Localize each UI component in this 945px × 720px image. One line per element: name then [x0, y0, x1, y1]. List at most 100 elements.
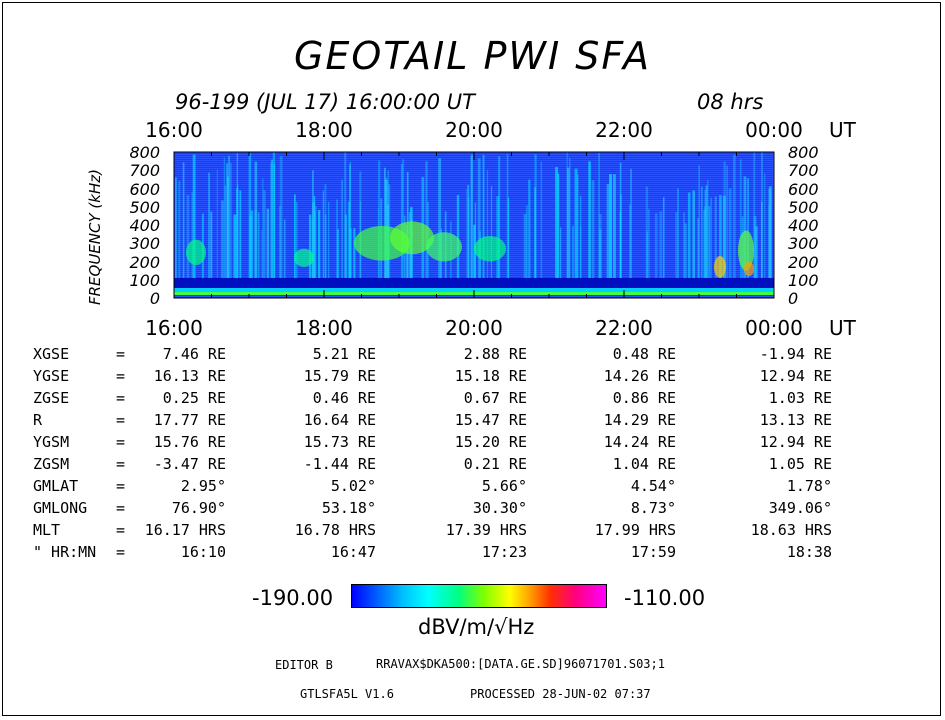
orbit-value-cell: 0.86 RE: [612, 389, 676, 407]
orbit-row-equals: =: [116, 521, 126, 539]
orbit-value-cell: 16.13 RE: [153, 367, 226, 385]
orbit-row-label: YGSE: [33, 367, 70, 385]
orbit-row-equals: =: [116, 345, 126, 363]
orbit-value-cell: 5.66°: [481, 477, 527, 495]
orbit-row-equals: =: [116, 455, 126, 473]
orbit-value-cell: -3.47 RE: [153, 455, 226, 473]
orbit-row-label: R: [33, 411, 43, 429]
right-y-tick-label: 0: [788, 289, 799, 308]
bottom-x-tick-label: 00:00: [745, 316, 803, 340]
orbit-value-cell: 2.95°: [180, 477, 226, 495]
orbit-row-equals: =: [116, 411, 126, 429]
top-x-tick-label: 18:00: [295, 118, 353, 142]
orbit-value-cell: 15.79 RE: [303, 367, 376, 385]
y-axis-label: FREQUENCY (kHz): [86, 169, 104, 305]
orbit-value-cell: 53.18°: [321, 499, 376, 517]
orbit-value-cell: 17:59: [630, 543, 676, 561]
bottom-ut-label: UT: [829, 316, 856, 340]
orbit-value-cell: 1.78°: [786, 477, 832, 495]
orbit-value-cell: -1.44 RE: [303, 455, 376, 473]
orbit-row-label: GMLAT: [33, 477, 79, 495]
orbit-value-cell: 16.17 HRS: [144, 521, 226, 539]
orbit-value-cell: 76.90°: [171, 499, 226, 517]
orbit-row-equals: =: [116, 367, 126, 385]
right-y-tick-label: 300: [788, 234, 819, 254]
orbit-value-cell: 13.13 RE: [759, 411, 832, 429]
orbit-value-cell: 0.21 RE: [463, 455, 527, 473]
editor-label: EDITOR B: [275, 658, 333, 672]
orbit-value-cell: 1.05 RE: [768, 455, 832, 473]
processed-date: PROCESSED 28-JUN-02 07:37: [470, 687, 651, 701]
bottom-x-tick-label: 18:00: [295, 316, 353, 340]
orbit-value-cell: 12.94 RE: [759, 367, 832, 385]
left-y-tick-label: 100: [129, 270, 160, 290]
orbit-value-cell: 8.73°: [630, 499, 676, 517]
orbit-value-cell: 17.39 HRS: [445, 521, 527, 539]
orbit-value-cell: -1.94 RE: [759, 345, 832, 363]
left-y-tick-label: 600: [129, 179, 160, 199]
right-y-tick-label: 200: [788, 252, 819, 272]
data-path: RRAVAX$DKA500:[DATA.GE.SD]96071701.S03;1: [376, 657, 665, 671]
top-x-tick-label: 20:00: [445, 118, 503, 142]
orbit-value-cell: 17.77 RE: [153, 411, 226, 429]
top-x-tick-label: 16:00: [145, 118, 203, 142]
orbit-value-cell: 16.64 RE: [303, 411, 376, 429]
orbit-row-label: YGSM: [33, 433, 70, 451]
orbit-value-cell: 16:10: [180, 543, 226, 561]
left-y-tick-label: 800: [129, 143, 160, 162]
orbit-row-label: ZGSE: [33, 389, 70, 407]
orbit-value-cell: 4.54°: [630, 477, 676, 495]
orbit-value-cell: 349.06°: [768, 499, 832, 517]
orbit-row-label: ZGSM: [33, 455, 70, 473]
right-y-tick-label: 100: [788, 270, 819, 290]
orbit-value-cell: 17:23: [481, 543, 527, 561]
orbit-row-equals: =: [116, 433, 126, 451]
right-y-tick-label: 700: [788, 161, 819, 181]
orbit-row-equals: =: [116, 499, 126, 517]
orbit-value-cell: 16.78 HRS: [294, 521, 376, 539]
orbit-value-cell: 1.03 RE: [768, 389, 832, 407]
orbit-value-cell: 0.25 RE: [162, 389, 226, 407]
right-y-tick-label: 400: [788, 216, 819, 235]
orbit-value-cell: 5.21 RE: [312, 345, 376, 363]
orbit-value-cell: 17.99 HRS: [594, 521, 676, 539]
orbit-row-label: XGSE: [33, 345, 70, 363]
orbit-row-equals: =: [116, 389, 126, 407]
right-y-tick-label: 800: [788, 143, 819, 162]
orbit-value-cell: 15.20 RE: [454, 433, 527, 451]
orbit-value-cell: 5.02°: [330, 477, 376, 495]
duration-label: 08 hrs: [697, 90, 764, 114]
bottom-x-tick-label: 16:00: [145, 316, 203, 340]
colorbar: [351, 584, 607, 608]
left-y-tick-label: 400: [129, 216, 160, 235]
orbit-row-label: " HR:MN: [33, 543, 97, 561]
top-x-tick-label: 22:00: [595, 118, 653, 142]
orbit-value-cell: 12.94 RE: [759, 433, 832, 451]
right-y-tick-label: 500: [788, 197, 819, 217]
orbit-value-cell: 15.18 RE: [454, 367, 527, 385]
orbit-value-cell: 18.63 HRS: [750, 521, 832, 539]
colorbar-max: -110.00: [624, 586, 706, 610]
program-version: GTLSFA5L V1.6: [300, 687, 394, 701]
orbit-value-cell: 1.04 RE: [612, 455, 676, 473]
orbit-value-cell: 14.26 RE: [603, 367, 676, 385]
orbit-value-cell: 15.47 RE: [454, 411, 527, 429]
top-x-tick-label: 00:00: [745, 118, 803, 142]
left-y-tick-label: 500: [129, 197, 160, 217]
left-y-tick-label: 0: [149, 289, 160, 308]
orbit-value-cell: 14.29 RE: [603, 411, 676, 429]
orbit-value-cell: 30.30°: [472, 499, 527, 517]
orbit-row-label: GMLONG: [33, 499, 88, 517]
orbit-value-cell: 7.46 RE: [162, 345, 226, 363]
orbit-row-label: MLT: [33, 521, 61, 539]
orbit-value-cell: 15.76 RE: [153, 433, 226, 451]
date-subtitle: 96-199 (JUL 17) 16:00:00 UT: [175, 90, 475, 114]
right-y-tick-label: 600: [788, 179, 819, 199]
left-y-tick-label: 200: [129, 252, 160, 272]
left-y-tick-label: 700: [129, 161, 160, 181]
orbit-value-cell: 14.24 RE: [603, 433, 676, 451]
left-y-tick-label: 300: [129, 234, 160, 254]
bottom-x-tick-label: 20:00: [445, 316, 503, 340]
top-ut-label: UT: [829, 118, 856, 142]
